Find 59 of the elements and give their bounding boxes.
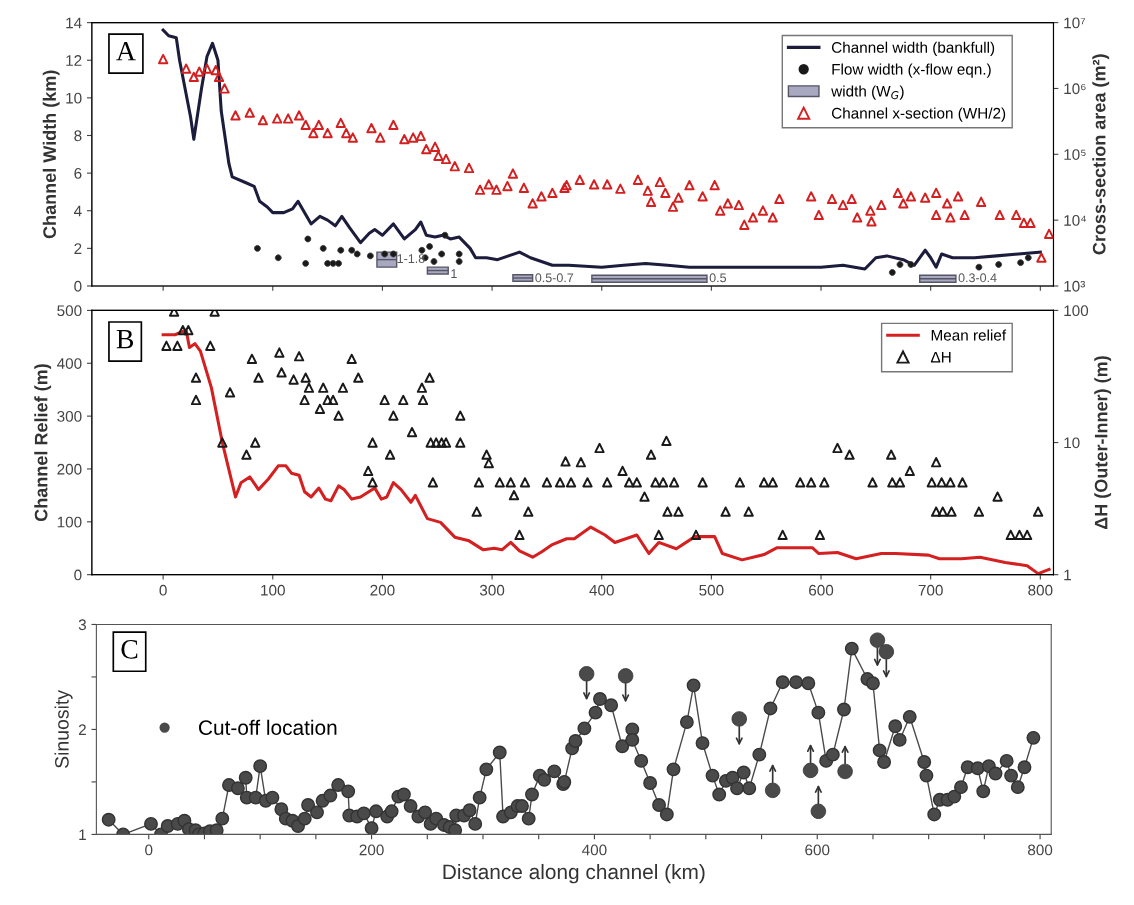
y-tick-label: 300	[57, 410, 82, 422]
y2-tick-label: 10³	[1064, 280, 1085, 292]
y2-tick-label: 100	[1064, 305, 1089, 317]
y-tick-label: 400	[57, 358, 82, 369]
annotation: 0.5	[709, 273, 727, 283]
x-tick-label: 300	[479, 584, 505, 596]
y2-tick-label: 10⁷	[1064, 17, 1086, 29]
x-tick-label: 500	[699, 584, 724, 596]
x-tick-label: 0	[145, 844, 153, 856]
y-tick-label: 200	[57, 463, 82, 475]
x-tick-label: 400	[589, 584, 614, 596]
y-tick-label: 14	[66, 17, 82, 29]
y-tick-label: 1	[79, 829, 86, 840]
annotation: 1	[451, 269, 457, 278]
x-tick-label: 200	[359, 844, 384, 856]
annotation: C	[121, 640, 138, 659]
annotation: 0.5-0.7	[535, 273, 574, 283]
y2-tick-label: 1	[1064, 569, 1071, 581]
y-tick-label: 12	[66, 55, 82, 66]
y-axis-title: Channel Width (km)	[42, 70, 60, 239]
y-tick-label: 0	[74, 280, 82, 292]
y-tick-label: 2	[78, 724, 86, 735]
y2-axis-title: ΔH (Outer-Inner) (m)	[1094, 356, 1112, 530]
y2-tick-label: 10⁶	[1064, 83, 1086, 95]
x-tick-label: 600	[809, 584, 834, 596]
x-tick-label: 700	[918, 584, 943, 596]
y-tick-label: 500	[57, 305, 82, 317]
x-tick-label: 200	[370, 584, 395, 596]
legend-label: Channel width (bankfull)	[831, 41, 995, 56]
y2-tick-label: 10⁵	[1064, 149, 1086, 160]
annotation: 0.3-0.4	[958, 273, 997, 283]
x-axis-title: Distance along channel (km)	[443, 863, 705, 884]
y-tick-label: 3	[78, 619, 86, 631]
x-tick-label: 100	[261, 584, 285, 596]
y2-axis-title: Cross-section area (m²)	[1092, 54, 1110, 255]
legend-label: Mean relief	[931, 329, 1007, 341]
x-tick-label: 600	[805, 844, 830, 856]
annotation: A	[116, 42, 136, 61]
legend-label: ΔH	[930, 351, 951, 363]
legend-label: Flow width (x-flow eqn.)	[832, 63, 991, 78]
legend-label: Cut-off location	[199, 719, 337, 736]
y-tick-label: 0	[74, 569, 82, 581]
x-tick-label: 400	[582, 844, 607, 856]
x-tick-label: 0	[159, 584, 167, 596]
legend-label: Channel x-section (WH/2)	[831, 107, 1006, 122]
y-tick-label: 4	[73, 205, 82, 217]
x-tick-label: 800	[1028, 584, 1053, 596]
y2-tick-label: 10⁴	[1064, 215, 1087, 226]
legend-label: width (W$_{G}$)	[831, 85, 904, 100]
y-axis-title: Sinuosity	[54, 690, 73, 768]
y-tick-label: 8	[74, 130, 82, 142]
y-axis-title: Channel Relief (m)	[34, 364, 52, 522]
y2-tick-label: 10	[1064, 437, 1080, 449]
annotation: B	[116, 330, 134, 349]
y-tick-label: 100	[57, 516, 82, 528]
x-tick-label: 800	[1028, 844, 1053, 856]
y-tick-label: 10	[66, 92, 82, 104]
y-tick-label: 2	[74, 243, 82, 254]
y-tick-label: 6	[74, 167, 82, 179]
